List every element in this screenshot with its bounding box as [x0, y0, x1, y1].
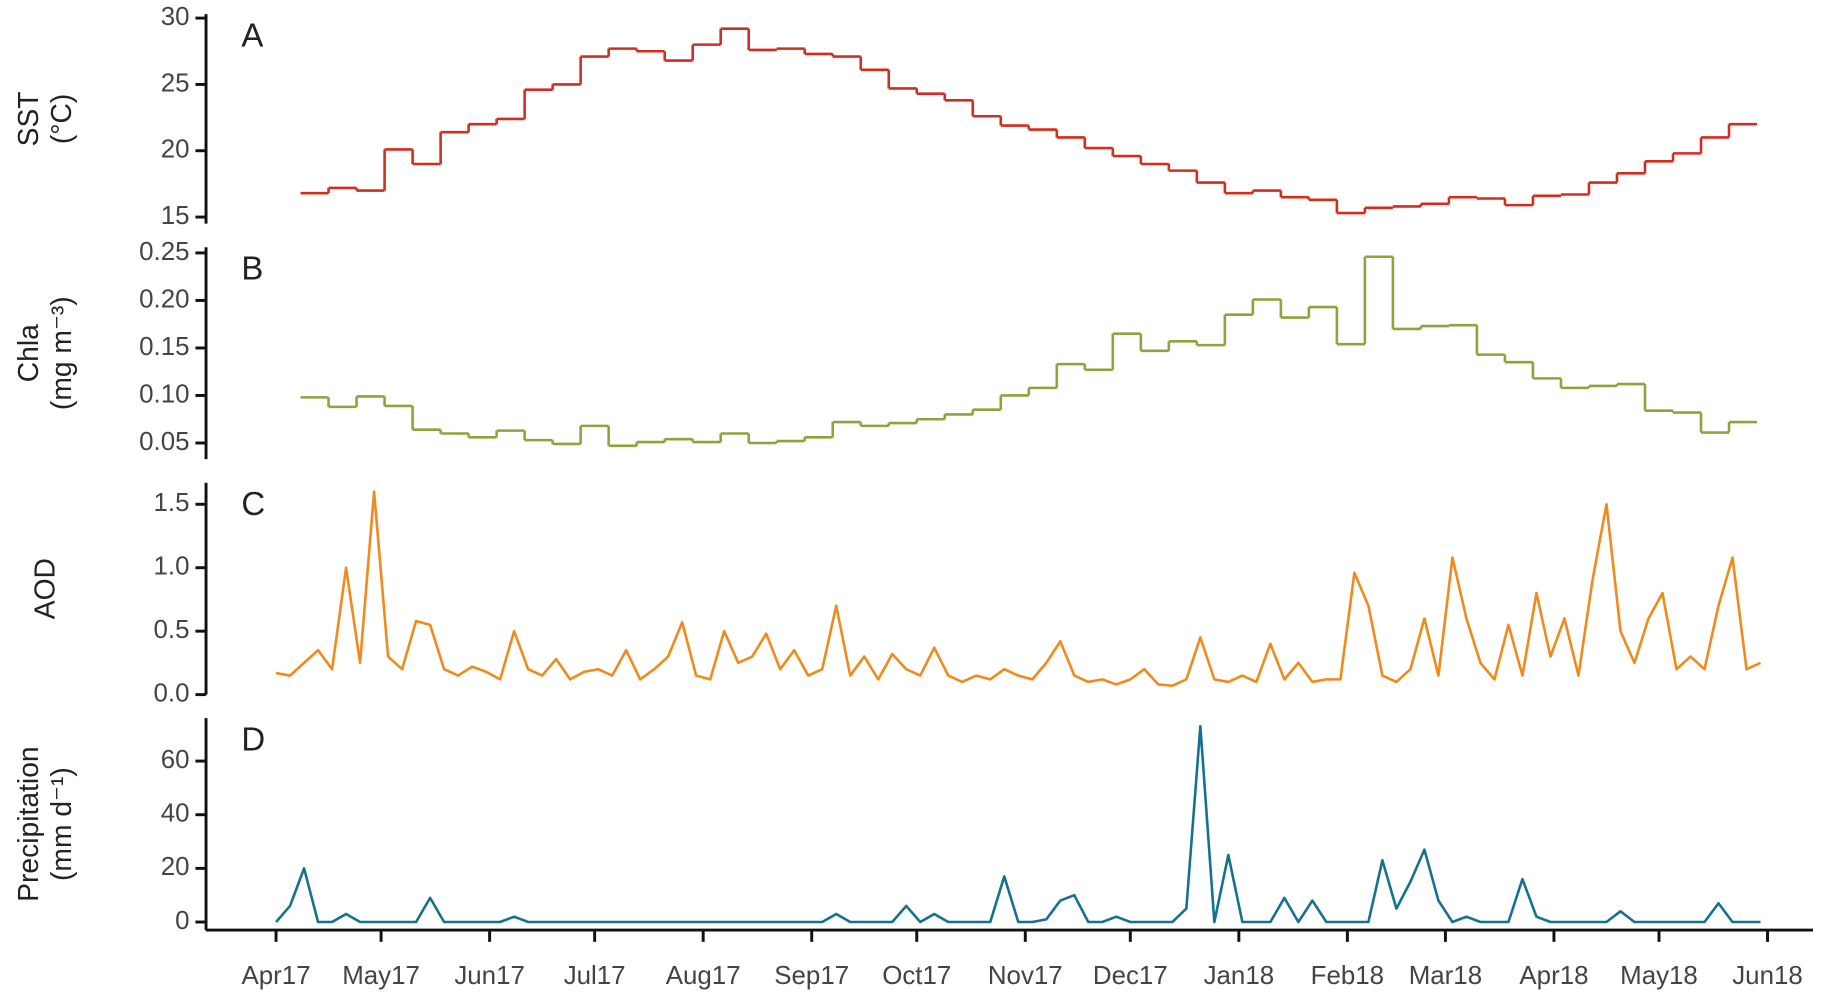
y-tick-label: 0.10	[139, 380, 189, 408]
y-tick-label: 1.5	[154, 489, 190, 517]
x-tick-label: Apr18	[1519, 962, 1588, 990]
x-tick-label: Jan18	[1204, 962, 1275, 990]
panel-label: B	[241, 249, 263, 286]
y-tick-label: 1.0	[154, 553, 190, 581]
x-tick-label: Mar18	[1409, 962, 1482, 990]
y-axis-label: AOD	[29, 558, 61, 619]
x-tick-label: Aug17	[666, 962, 741, 990]
x-tick-label: Oct17	[882, 962, 951, 990]
y-axis-label: SST	[12, 91, 44, 146]
y-tick-label: 0.15	[139, 333, 189, 361]
y-tick-label: 0.20	[139, 285, 189, 313]
x-tick-label: Jun17	[454, 962, 525, 990]
y-axis-label: (mg m⁻³)	[45, 296, 77, 410]
x-tick-label: May18	[1620, 962, 1698, 990]
y-tick-label: 30	[161, 3, 190, 31]
x-tick-label: Apr17	[242, 962, 311, 990]
y-tick-label: 25	[161, 69, 190, 97]
x-tick-label: Nov17	[988, 962, 1063, 990]
y-tick-label: 40	[161, 800, 190, 828]
y-tick-label: 0.0	[154, 679, 190, 707]
y-axis-label: (mm d⁻¹)	[45, 767, 77, 881]
y-tick-label: 20	[161, 136, 190, 164]
y-tick-label: 0	[175, 907, 189, 935]
x-tick-label: Dec17	[1093, 962, 1168, 990]
panel-label: D	[241, 720, 265, 757]
y-axis-label: Chla	[12, 324, 44, 382]
x-tick-label: Sep17	[774, 962, 849, 990]
x-tick-label: Jul17	[564, 962, 626, 990]
line	[275, 490, 1762, 688]
panel-label: A	[241, 16, 263, 53]
y-tick-label: 60	[161, 746, 190, 774]
y-tick-label: 20	[161, 853, 190, 881]
y-axis-label: (°C)	[45, 94, 77, 145]
x-tick-label: Feb18	[1311, 962, 1384, 990]
y-tick-label: 0.5	[154, 616, 190, 644]
x-tick-label: Jun18	[1732, 962, 1803, 990]
y-tick-label: 15	[161, 202, 190, 230]
line	[275, 724, 1761, 924]
y-tick-label: 0.25	[139, 238, 189, 266]
panel-label: C	[241, 485, 265, 522]
y-axis-label: Precipitation	[12, 746, 44, 901]
x-tick-label: May17	[342, 962, 420, 990]
y-tick-label: 0.05	[139, 428, 189, 456]
